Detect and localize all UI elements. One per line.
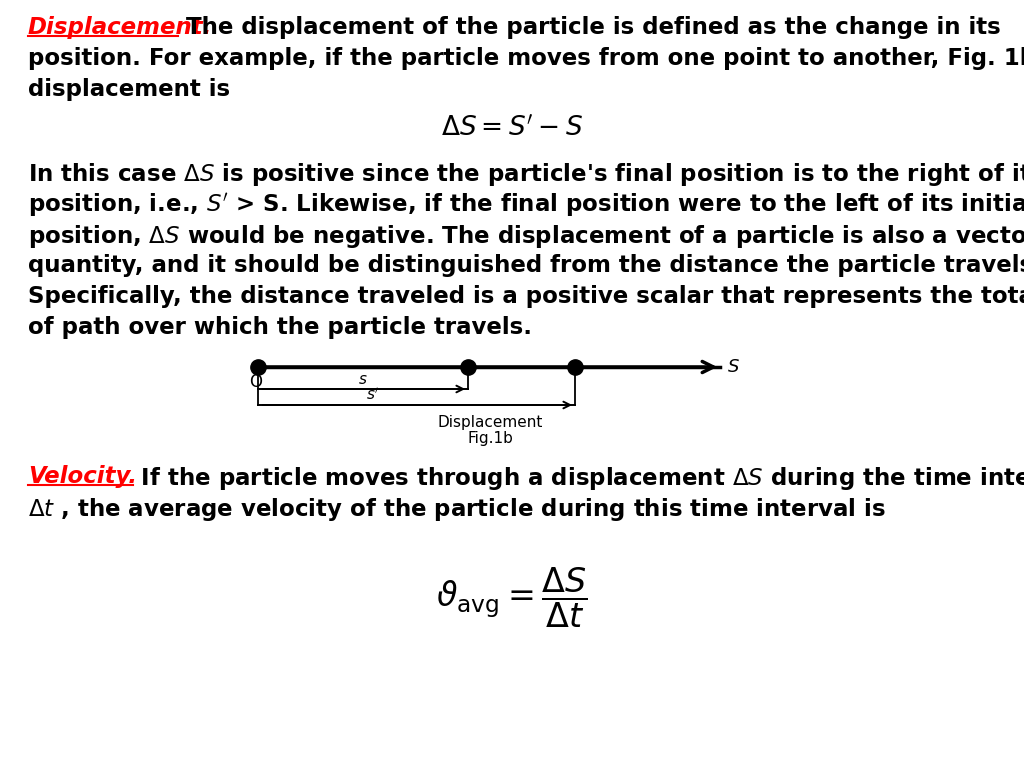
Text: $\Delta S = S^{\prime} - S$: $\Delta S = S^{\prime} - S$ <box>441 116 583 142</box>
Text: position, $\Delta S$ would be negative. The displacement of a particle is also a: position, $\Delta S$ would be negative. … <box>28 223 1024 250</box>
Text: $s'$: $s'$ <box>367 386 380 403</box>
Text: If the particle moves through a displacement $\Delta S$ during the time interval: If the particle moves through a displace… <box>133 465 1024 492</box>
Text: Displacement: Displacement <box>437 415 543 430</box>
Text: position. For example, if the particle moves from one point to another, Fig. 1b,: position. For example, if the particle m… <box>28 47 1024 70</box>
Text: Displacement.: Displacement. <box>28 16 212 39</box>
Text: O: O <box>250 373 262 391</box>
Text: s: s <box>359 372 367 387</box>
Text: quantity, and it should be distinguished from the distance the particle travels.: quantity, and it should be distinguished… <box>28 254 1024 277</box>
Text: The displacement of the particle is defined as the change in its: The displacement of the particle is defi… <box>178 16 1000 39</box>
Text: Velocity.: Velocity. <box>28 465 137 488</box>
Text: position, i.e., $S^{\prime}$ > S. Likewise, if the final position were to the le: position, i.e., $S^{\prime}$ > S. Likewi… <box>28 192 1024 220</box>
Text: displacement is: displacement is <box>28 78 230 101</box>
Text: $\Delta t$ , the average velocity of the particle during this time interval is: $\Delta t$ , the average velocity of the… <box>28 496 886 523</box>
Text: In this case $\Delta S$ is positive since the particle's final position is to th: In this case $\Delta S$ is positive sinc… <box>28 161 1024 188</box>
Text: Specifically, the distance traveled is a positive scalar that represents the tot: Specifically, the distance traveled is a… <box>28 285 1024 308</box>
Text: $\vartheta_{\mathrm{avg}} = \dfrac{\Delta S}{\Delta t}$: $\vartheta_{\mathrm{avg}} = \dfrac{\Delt… <box>436 566 588 631</box>
Text: S: S <box>728 358 739 376</box>
Text: Fig.1b: Fig.1b <box>467 431 513 446</box>
Text: of path over which the particle travels.: of path over which the particle travels. <box>28 316 532 339</box>
